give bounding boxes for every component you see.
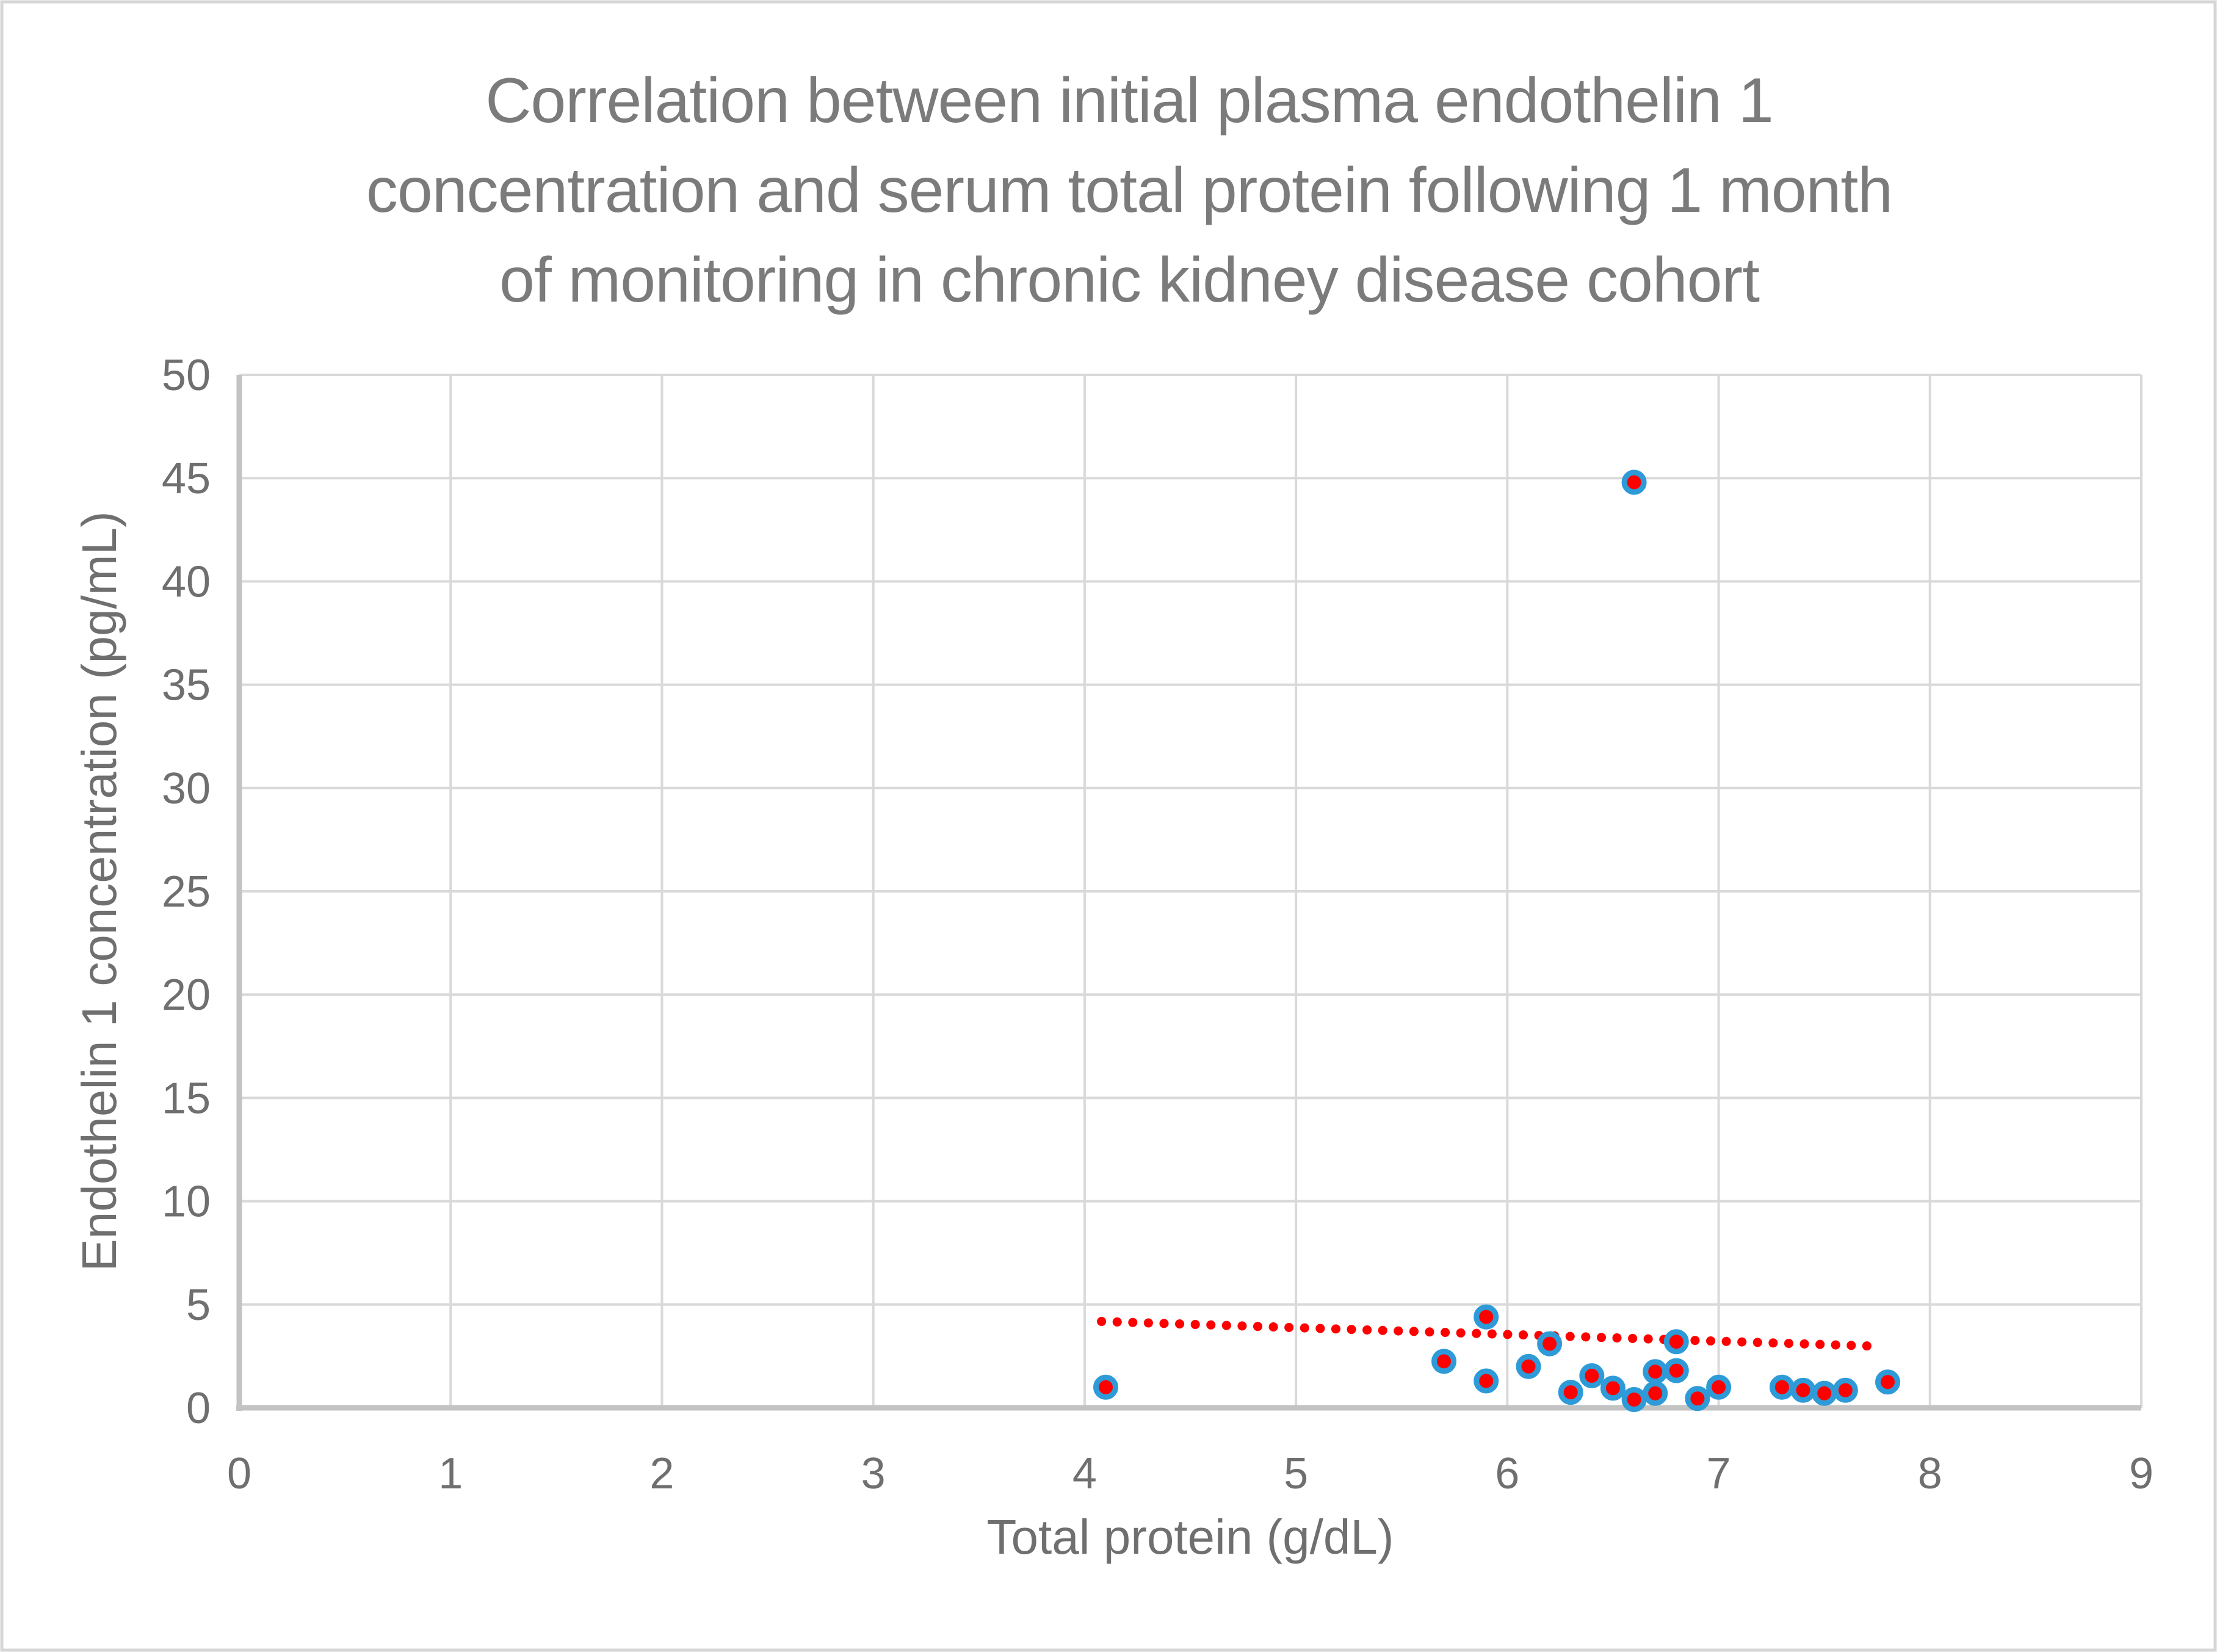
y-tick-label: 0 <box>186 1384 211 1433</box>
axes <box>236 375 2141 1411</box>
data-point <box>1600 1375 1626 1401</box>
data-point <box>1558 1380 1583 1405</box>
x-tick-label: 1 <box>438 1449 463 1498</box>
y-tick-label: 25 <box>162 868 211 916</box>
y-tick-label: 10 <box>162 1178 211 1226</box>
data-point <box>1093 1374 1118 1400</box>
trendline <box>1097 1317 1882 1351</box>
y-axis-title: Endothelin 1 concentration (pg/mL) <box>72 511 126 1271</box>
x-tick-label: 2 <box>649 1449 674 1498</box>
y-tick-label: 30 <box>162 764 211 813</box>
data-point <box>1685 1386 1710 1411</box>
x-tick-label: 7 <box>1707 1449 1731 1498</box>
data-point <box>1875 1369 1900 1395</box>
x-tick-label: 4 <box>1072 1449 1097 1498</box>
data-point <box>1474 1304 1499 1330</box>
x-axis-title: Total protein (g/dL) <box>986 1510 1394 1564</box>
y-tick-label: 45 <box>162 454 211 503</box>
data-point <box>1812 1380 1837 1406</box>
data-point <box>1832 1377 1858 1403</box>
data-point <box>1516 1353 1541 1379</box>
data-point <box>1790 1377 1816 1403</box>
data-point <box>1643 1359 1668 1385</box>
data-point <box>1431 1349 1456 1374</box>
data-point <box>1769 1374 1795 1400</box>
x-tick-label: 9 <box>2129 1449 2154 1498</box>
chart-title-line: Correlation between initial plasma endot… <box>485 65 1773 136</box>
x-tick-label: 8 <box>1918 1449 1942 1498</box>
chart-title-line: of monitoring in chronic kidney disease … <box>499 245 1760 316</box>
data-point <box>1579 1363 1605 1388</box>
y-tick-label: 50 <box>162 351 211 400</box>
y-tick-label: 35 <box>162 661 211 710</box>
y-tick-label: 40 <box>162 557 211 606</box>
data-point <box>1706 1374 1732 1400</box>
y-tick-label: 5 <box>186 1281 211 1330</box>
data-point <box>1663 1329 1689 1355</box>
chart-title: Correlation between initial plasma endot… <box>366 65 1893 316</box>
x-tick-label: 5 <box>1284 1449 1308 1498</box>
data-point <box>1643 1380 1668 1406</box>
data-point <box>1621 469 1647 495</box>
data-point <box>1537 1331 1563 1357</box>
y-tick-label: 15 <box>162 1074 211 1123</box>
x-tick-label: 0 <box>227 1449 251 1498</box>
x-tick-label: 3 <box>861 1449 886 1498</box>
data-points <box>1093 469 1900 1412</box>
chart-title-line: concentration and serum total protein fo… <box>366 155 1892 226</box>
x-tick-label: 6 <box>1495 1449 1519 1498</box>
gridlines <box>239 374 2143 1408</box>
data-point <box>1621 1387 1647 1412</box>
data-point <box>1663 1358 1689 1383</box>
data-point <box>1474 1368 1499 1394</box>
y-tick-label: 20 <box>162 971 211 1020</box>
